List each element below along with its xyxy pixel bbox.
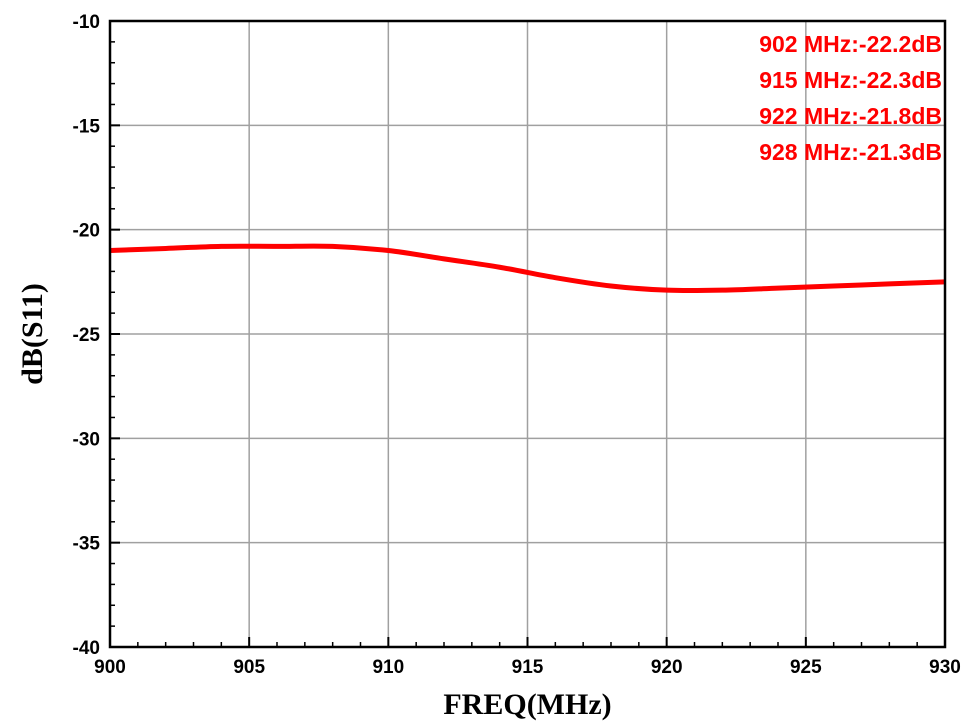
x-axis-title: FREQ(MHz) — [443, 688, 611, 721]
y-tick-label: -40 — [73, 638, 100, 659]
y-axis-title: dB(S11) — [16, 283, 49, 385]
x-tick-labels: 900 905 910 915 920 925 930 — [94, 657, 961, 678]
y-tick-label: -25 — [73, 325, 101, 346]
y-tick-label: -30 — [73, 429, 100, 450]
annotation-label: 902 MHz:-22.2dB — [759, 31, 942, 57]
y-tick-label: -10 — [73, 12, 100, 33]
annotation-label: 922 MHz:-21.8dB — [759, 103, 942, 129]
y-tick-label: -20 — [73, 221, 100, 242]
annotation-label: 928 MHz:-21.3dB — [759, 139, 942, 165]
annotation-label: 915 MHz:-22.3dB — [759, 67, 942, 93]
y-tick-label: -35 — [73, 534, 101, 555]
annotations: 902 MHz:-22.2dB 915 MHz:-22.3dB 922 MHz:-2… — [759, 31, 942, 165]
x-tick-label: 900 — [94, 657, 126, 678]
x-tick-label: 915 — [512, 657, 544, 678]
x-tick-label: 925 — [790, 657, 822, 678]
y-tick-labels: -40 -35 -30 -25 -20 -15 -10 — [73, 12, 101, 659]
x-tick-label: 910 — [372, 657, 404, 678]
x-tick-label: 930 — [929, 657, 961, 678]
y-tick-label: -15 — [73, 116, 101, 137]
x-tick-label: 905 — [233, 657, 265, 678]
x-tick-label: 920 — [651, 657, 683, 678]
